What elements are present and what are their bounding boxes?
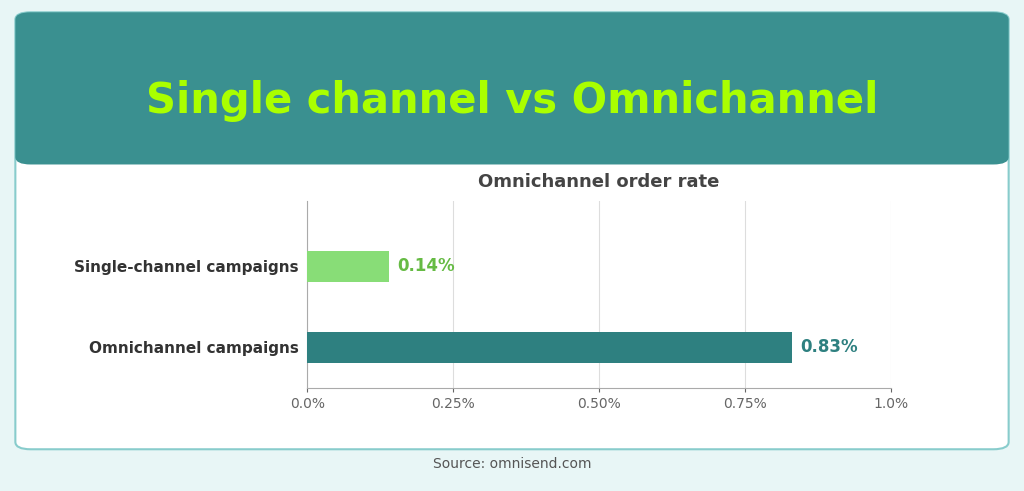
- Text: 0.83%: 0.83%: [801, 338, 858, 356]
- Bar: [31, 98, 993, 157]
- Bar: [307, 251, 389, 282]
- Text: Source: omnisend.com: Source: omnisend.com: [433, 457, 591, 471]
- Bar: [307, 332, 792, 363]
- Text: Single channel vs Omnichannel: Single channel vs Omnichannel: [145, 80, 879, 122]
- FancyBboxPatch shape: [15, 12, 1009, 164]
- FancyBboxPatch shape: [15, 12, 1009, 449]
- Text: 0.14%: 0.14%: [397, 257, 456, 275]
- Title: Omnichannel order rate: Omnichannel order rate: [478, 173, 720, 191]
